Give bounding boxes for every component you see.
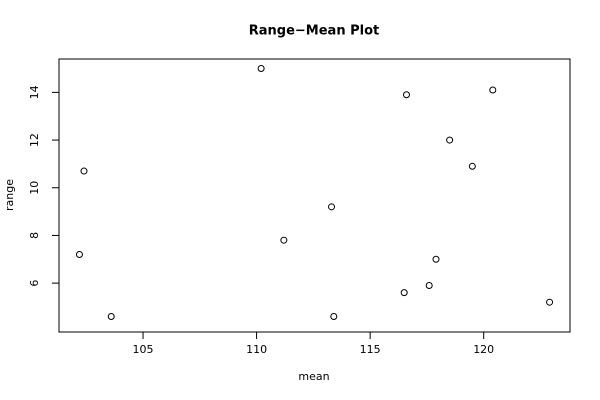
x-tick-label: 110 (246, 343, 267, 356)
point (446, 136, 454, 144)
x-tick-label: 105 (133, 343, 154, 356)
point (402, 91, 410, 99)
y-tick-label: 10 (28, 181, 41, 195)
chart-title: Range−Mean Plot (249, 24, 380, 39)
point (432, 255, 440, 263)
point (80, 167, 88, 175)
point (546, 298, 554, 306)
point (328, 203, 336, 211)
plot-frame (58, 58, 571, 333)
point (75, 251, 83, 259)
point (330, 313, 338, 321)
point (400, 289, 408, 297)
point (468, 162, 476, 170)
point (107, 313, 115, 321)
x-tick-label: 120 (473, 343, 494, 356)
point (280, 236, 288, 244)
y-tick-label: 8 (28, 232, 41, 239)
x-tick-label: 115 (360, 343, 381, 356)
y-tick-label: 12 (28, 133, 41, 147)
point (425, 282, 433, 290)
x-axis-label: mean (298, 370, 329, 383)
y-tick-label: 6 (28, 280, 41, 287)
y-axis-label: range (3, 179, 16, 211)
point (257, 65, 265, 73)
point (489, 86, 497, 94)
y-tick-label: 14 (28, 85, 41, 99)
